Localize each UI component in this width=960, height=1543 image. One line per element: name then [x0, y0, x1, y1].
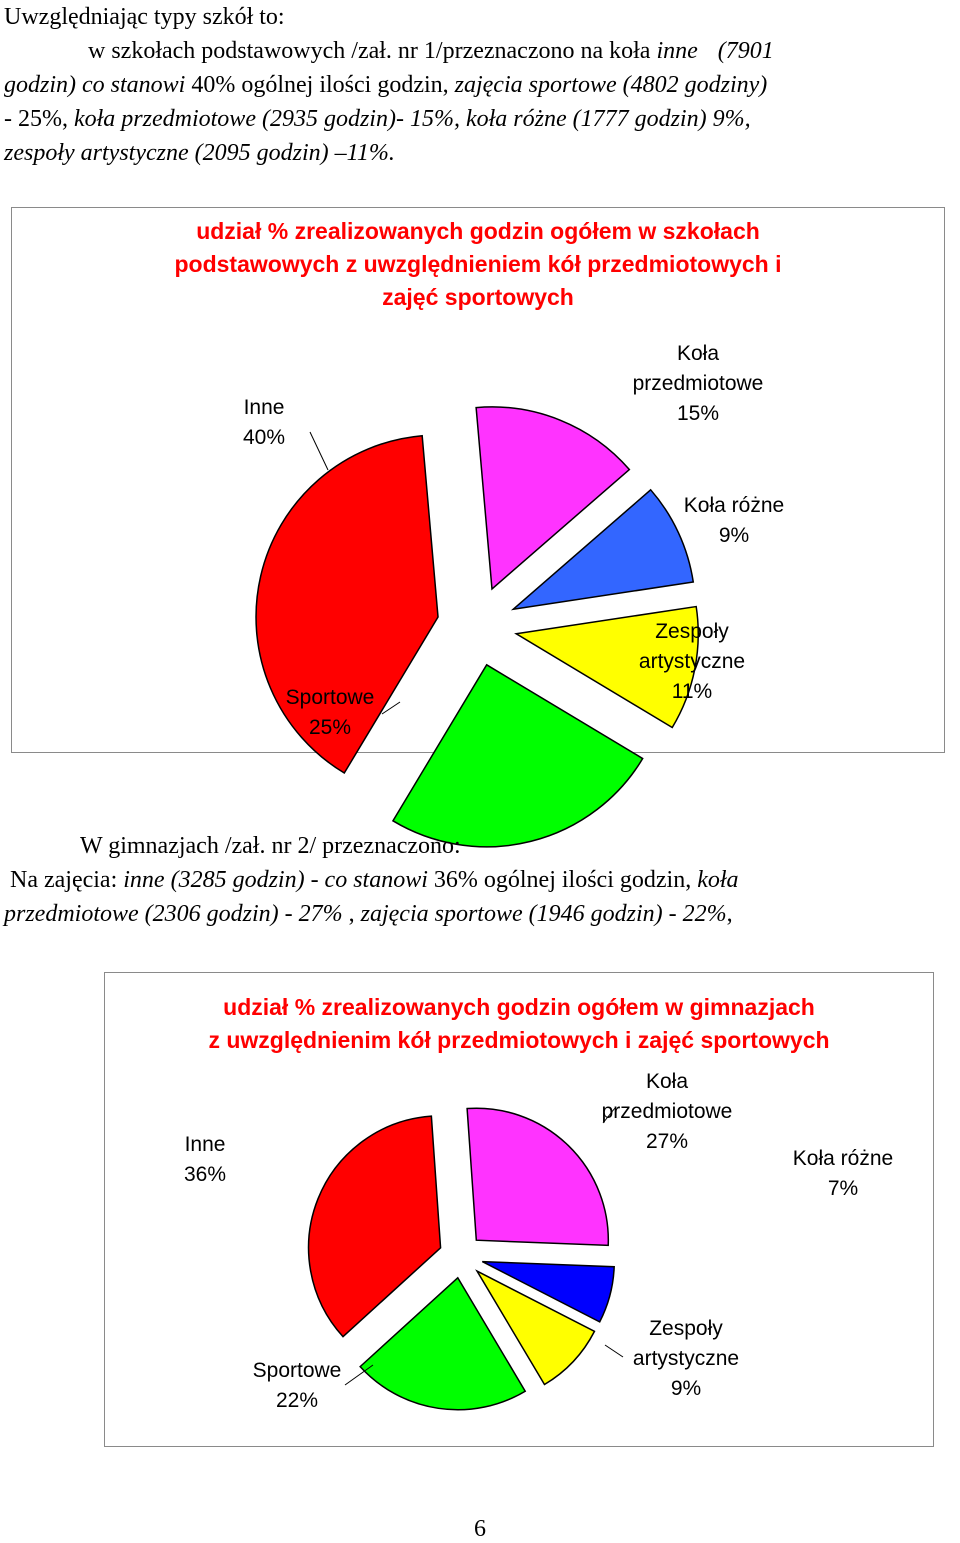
page-number: 6 — [474, 1516, 486, 1542]
slice-label-kola-rozne: Koła różne 7% — [793, 1147, 893, 1200]
slice-name: przedmiotowe — [602, 1100, 733, 1123]
intro-line-4: - 25%, koła przedmiotowe (2935 godzin)- … — [0, 102, 960, 136]
intro-line-2: w szkołach podstawowych /zał. nr 1/przez… — [0, 34, 960, 68]
gim-l2-c: 36% ogólnej ilości godzin, — [427, 867, 698, 893]
slice-label-kola-przedmiotowe: Koła przedmiotowe 15% — [633, 342, 764, 425]
slice-name: Sportowe — [253, 1359, 342, 1382]
chart-title-line: udział % zrealizowanych godzin ogółem w … — [196, 218, 760, 244]
slice-name: Zespoły — [649, 1317, 723, 1340]
gim-line-1: W gimnazjach /zał. nr 2/ przeznaczono: — [80, 833, 461, 859]
chart-gimnazja: udział % zrealizowanych godzin ogółem w … — [104, 972, 934, 1447]
leader-line-sportowe — [381, 701, 401, 715]
leader-line-zespoly-artystyczne — [604, 1344, 624, 1358]
intro-p3-b: koła przedmiotowe (2935 godzin)- 15%, ko… — [73, 106, 751, 132]
chart-title-line: zajęć sportowych — [382, 284, 574, 310]
gim-l2-a: Na zajęcia: — [10, 867, 124, 893]
intro-school-prefix: w szkołach podstawowych /zał. nr 1/przez… — [88, 38, 657, 64]
slice-percent: 9% — [671, 1377, 701, 1400]
slice-name: artystyczne — [633, 1347, 739, 1370]
gim-l3-c: zajęcia sportowe (1946 godzin) - 22% — [360, 901, 727, 927]
pie-slice-kola-przedmiotowe — [466, 1107, 610, 1247]
slice-name: Zespoły — [655, 620, 729, 643]
slice-label-kola-przedmiotowe: Koła przedmiotowe 27% — [602, 1070, 733, 1153]
slice-percent: 15% — [677, 402, 719, 425]
leader-line-sportowe — [344, 1364, 374, 1386]
slice-percent: 7% — [828, 1177, 858, 1200]
gim-l2-b: inne (3285 godzin) - co stanowi — [123, 867, 428, 893]
slice-name: Koła różne — [793, 1147, 893, 1170]
slice-name: Koła — [677, 342, 719, 365]
pie-chart: Inne 40% Koła przedmiotowe 15% Koła różne 9% Ze… — [243, 342, 784, 848]
pie-slice-zespoly-artystyczne — [475, 1269, 596, 1386]
intro-p2-a: godzin) co stanowi — [4, 72, 186, 98]
intro-p4-a: zespoły artystyczne (2095 godzin) –11%. — [4, 140, 395, 166]
slice-percent: 40% — [243, 426, 285, 449]
gim-l3-a: przedmiotowe (2306 godzin) - 27% — [4, 901, 343, 927]
pie-slice-kola-rozne — [481, 1260, 615, 1323]
slice-name: Sportowe — [286, 686, 375, 709]
chart-title: udział % zrealizowanych godzin ogółem w … — [105, 991, 933, 1057]
slice-percent: 27% — [646, 1130, 688, 1153]
chart-title-line: podstawowych z uwzględnieniem kół przedm… — [174, 251, 782, 277]
slice-label-inne: Inne 40% — [243, 396, 285, 449]
pie-slice-inne — [307, 1115, 442, 1338]
slice-name: Koła różne — [684, 494, 784, 517]
intro-line-3: godzin) co stanowi 40% ogólnej ilości go… — [0, 68, 960, 102]
intro-line-5: zespoły artystyczne (2095 godzin) –11%. — [0, 136, 960, 170]
slice-name: Inne — [244, 396, 285, 419]
gim-l3-d: , — [726, 901, 733, 927]
pie-slice-inne — [255, 434, 439, 775]
gim-l2-d: koła — [697, 867, 739, 893]
leader-line-inne — [309, 431, 329, 471]
intro-paragraph: Uwzględniając typy szkół to: w szkołach … — [0, 0, 960, 170]
chart-primary-schools: udział % zrealizowanych godzin ogółem w … — [11, 207, 945, 848]
intro-inne: inne — [656, 38, 698, 64]
pie-slice-sportowe — [391, 663, 644, 848]
gim-line-2: Na zajęcia: inne (3285 godzin) - co stan… — [0, 863, 960, 897]
intro-p3-a: - 25%, — [4, 106, 74, 132]
chart-title: udział % zrealizowanych godzin ogółem w … — [12, 215, 944, 314]
slice-name: przedmiotowe — [633, 372, 764, 395]
slice-percent: 9% — [719, 524, 749, 547]
intro-heading: Uwzględniając typy szkół to: — [4, 4, 285, 30]
slice-name: Koła — [646, 1070, 688, 1093]
chart-title-line: udział % zrealizowanych godzin ogółem w … — [223, 994, 815, 1020]
chart-title-line: z uwzględnienim kół przedmiotowych i zaj… — [208, 1027, 830, 1053]
pie-slice-sportowe — [359, 1276, 527, 1411]
intro-p2-c: zajęcia sportowe (4802 godziny) — [454, 72, 768, 98]
slice-label-zespoly-artystyczne: Zespoły artystyczne 11% — [639, 620, 745, 703]
slice-label-kola-rozne: Koła różne 9% — [684, 494, 784, 547]
gim-l3-b: , — [342, 901, 361, 927]
gim-paragraph: W gimnazjach /zał. nr 2/ przeznaczono: N… — [0, 829, 960, 931]
pie-slice-kola-przedmiotowe — [475, 406, 631, 591]
pie-slice-zespoly-artystyczne — [514, 605, 699, 729]
intro-p2-b: 40% ogólnej ilości godzin, — [185, 72, 455, 98]
gim-line-3: przedmiotowe (2306 godzin) - 27% , zajęc… — [0, 897, 960, 931]
slice-label-inne: Inne 36% — [184, 1133, 226, 1186]
slice-label-sportowe: Sportowe 25% — [286, 686, 375, 739]
slice-name: Inne — [185, 1133, 226, 1156]
leader-line-kola-przedmiotowe — [602, 1107, 616, 1124]
pie-slice-kola-rozne — [510, 488, 695, 611]
slice-percent: 25% — [309, 716, 351, 739]
slice-percent: 22% — [276, 1389, 318, 1412]
slice-name: artystyczne — [639, 650, 745, 673]
slice-label-sportowe: Sportowe 22% — [253, 1359, 342, 1412]
intro-inne-hours: (7901 — [717, 38, 774, 64]
slice-percent: 11% — [672, 680, 712, 703]
slice-percent: 36% — [184, 1163, 226, 1186]
pie-chart: Inne 36% Koła przedmiotowe 27% Koła różne 7% Ze… — [184, 1070, 893, 1412]
slice-label-zespoly-artystyczne: Zespoły artystyczne 9% — [633, 1317, 739, 1400]
